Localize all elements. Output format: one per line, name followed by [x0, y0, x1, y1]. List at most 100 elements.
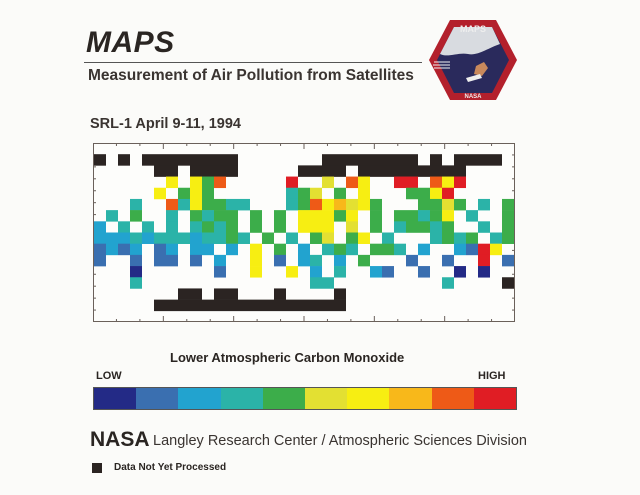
- map-cell-no-data: [334, 154, 346, 166]
- map-cell-no-data: [190, 288, 202, 300]
- map-cell-no-data: [202, 165, 214, 177]
- colorbar-level-8: [431, 388, 474, 409]
- map-cell: [238, 198, 250, 211]
- map-cell: [394, 221, 406, 233]
- page-subtitle: Measurement of Air Pollution from Satell…: [88, 67, 414, 84]
- map-cell: [250, 266, 262, 278]
- map-cell: [226, 221, 238, 233]
- map-cell: [334, 187, 346, 200]
- map-cell: [322, 243, 334, 256]
- map-cell: [442, 210, 454, 222]
- map-cell: [166, 232, 178, 244]
- map-cell-no-data: [454, 154, 466, 166]
- map-cell: [130, 232, 142, 244]
- map-cell: [202, 187, 214, 200]
- map-cell: [394, 176, 406, 189]
- map-cell: [214, 198, 226, 211]
- map-cell-no-data: [430, 165, 442, 177]
- map-cell: [190, 210, 202, 222]
- no-data-label: Data Not Yet Processed: [114, 462, 227, 473]
- no-data-swatch: [92, 463, 102, 473]
- map-cell: [154, 187, 166, 200]
- colorbar-level-3: [220, 388, 263, 409]
- colorbar: [93, 387, 517, 410]
- map-cell: [418, 187, 430, 200]
- map-cell: [286, 187, 298, 200]
- map-cell-no-data: [226, 154, 238, 166]
- map-cell-no-data: [382, 154, 394, 166]
- map-cell-no-data: [94, 154, 106, 166]
- map-cell: [154, 243, 166, 256]
- colorbar-level-6: [347, 388, 390, 409]
- map-cell: [406, 176, 418, 189]
- map-cell-no-data: [466, 154, 478, 166]
- map-cell: [154, 232, 166, 244]
- colorbar-level-4: [262, 388, 306, 409]
- map-cell-no-data: [142, 154, 154, 166]
- map-cell: [250, 221, 262, 233]
- svg-text:NASA: NASA: [464, 94, 482, 100]
- map-cell: [466, 210, 478, 222]
- map-cell-no-data: [430, 154, 442, 166]
- map-cell: [334, 266, 346, 278]
- map-cell: [286, 176, 298, 189]
- map-cell-no-data: [370, 154, 382, 166]
- map-cell: [310, 266, 322, 278]
- map-cell: [454, 232, 466, 244]
- map-cell: [310, 254, 322, 267]
- map-cell: [334, 254, 346, 267]
- map-cell: [502, 198, 514, 211]
- map-cell: [322, 176, 334, 189]
- maps-logo: MAPS NASA: [429, 20, 517, 100]
- map-cell-no-data: [454, 165, 466, 177]
- map-cell-no-data: [406, 154, 418, 166]
- map-cell: [394, 243, 406, 256]
- map-cell-no-data: [322, 154, 334, 166]
- map-cell-no-data: [226, 288, 238, 300]
- map-cell-no-data: [334, 299, 346, 312]
- map-cell: [190, 198, 202, 211]
- map-cell: [298, 254, 310, 267]
- map-cell: [190, 221, 202, 233]
- map-cell-no-data: [178, 299, 190, 312]
- colorbar-level-5: [305, 388, 348, 409]
- map-cell: [262, 232, 274, 244]
- map-cell: [370, 198, 382, 211]
- map-cell: [478, 243, 490, 256]
- map-cell: [310, 187, 322, 200]
- map-cell: [358, 254, 370, 267]
- map-cell: [130, 254, 142, 267]
- map-cell: [298, 198, 310, 211]
- map-cell: [478, 254, 490, 267]
- map-cell: [358, 176, 370, 189]
- map-cell: [478, 221, 490, 233]
- map-cell-no-data: [274, 288, 286, 300]
- map-cell-no-data: [178, 288, 190, 300]
- map-cell: [418, 243, 430, 256]
- colorbar-level-9: [473, 388, 517, 409]
- map-cell: [274, 221, 286, 233]
- map-cell-no-data: [214, 299, 226, 312]
- map-cell: [166, 221, 178, 233]
- map-cell: [250, 243, 262, 256]
- map-cell: [226, 210, 238, 222]
- map-cell: [406, 210, 418, 222]
- map-cell-no-data: [214, 154, 226, 166]
- title-divider: [84, 62, 422, 63]
- map-cell-no-data: [154, 165, 166, 177]
- map-cell: [190, 254, 202, 267]
- map-cell: [442, 254, 454, 267]
- map-cell-no-data: [418, 165, 430, 177]
- map-cell-no-data: [154, 299, 166, 312]
- map-cell: [418, 198, 430, 211]
- map-cell: [346, 176, 358, 189]
- map-cell-no-data: [442, 165, 454, 177]
- map-cell-no-data: [358, 154, 370, 166]
- map-cell: [250, 254, 262, 267]
- map-cell-no-data: [226, 165, 238, 177]
- map-cell: [430, 210, 442, 222]
- map-cell: [166, 243, 178, 256]
- map-cell-no-data: [166, 165, 178, 177]
- map-cell: [286, 232, 298, 244]
- map-cell: [442, 187, 454, 200]
